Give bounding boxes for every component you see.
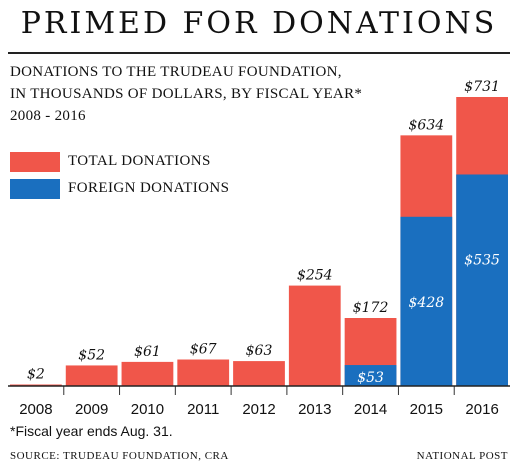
- bar-foreign-2015: [400, 216, 453, 386]
- data-label-foreign-2015: $428: [409, 295, 445, 311]
- bar-total-2012: [233, 361, 285, 386]
- bar-total-2010: [121, 361, 174, 386]
- bar-total-2009: [65, 365, 118, 386]
- x-tick-label-2012: 2012: [242, 401, 275, 418]
- footnote: *Fiscal year ends Aug. 31.: [10, 423, 173, 439]
- x-tick-label-2016: 2016: [465, 401, 498, 418]
- data-label-foreign-2016: $535: [464, 252, 500, 268]
- bar-foreign-2014: [344, 365, 397, 386]
- subtitle-line-2: IN THOUSANDS OF DOLLARS, BY FISCAL YEAR*: [10, 86, 363, 102]
- legend-swatch-foreign: [10, 179, 60, 199]
- legend-swatch-total: [10, 152, 60, 172]
- data-label-foreign-2014: $53: [357, 370, 384, 386]
- x-tick-label-2011: 2011: [187, 401, 219, 418]
- data-label-total-2015: $634: [409, 117, 445, 133]
- chart-title: PRIMED FOR DONATIONS: [20, 6, 498, 41]
- bar-total-2011: [177, 359, 230, 386]
- legend-label-total: TOTAL DONATIONS: [68, 153, 211, 169]
- data-label-total-2016: $731: [464, 79, 500, 95]
- x-tick-label-2015: 2015: [410, 401, 443, 418]
- x-tick-label-2013: 2013: [298, 401, 331, 418]
- x-tick-label-2010: 2010: [131, 401, 164, 418]
- bar-total-2013: [288, 285, 341, 386]
- data-label-total-2009: $52: [78, 347, 105, 363]
- data-label-total-2014: $172: [353, 300, 389, 316]
- x-tick-label-2014: 2014: [354, 401, 387, 418]
- subtitle-line-3: 2008 - 2016: [10, 108, 86, 124]
- data-label-total-2011: $67: [190, 342, 217, 358]
- legend-label-foreign: FOREIGN DONATIONS: [68, 180, 230, 196]
- data-label-total-2008: $2: [27, 367, 45, 383]
- x-tick-label-2009: 2009: [75, 401, 108, 418]
- title-rule: [8, 52, 510, 54]
- source-note: SOURCE: TRUDEAU FOUNDATION, CRA: [10, 450, 229, 462]
- x-tick-label-2008: 2008: [19, 401, 52, 418]
- bar-foreign-2016: [456, 174, 508, 386]
- data-label-total-2010: $61: [134, 344, 161, 360]
- subtitle-line-1: DONATIONS TO THE TRUDEAU FOUNDATION,: [10, 64, 342, 80]
- publisher-credit: NATIONAL POST: [416, 450, 508, 462]
- data-label-total-2013: $254: [297, 268, 333, 284]
- data-label-total-2012: $63: [246, 343, 273, 359]
